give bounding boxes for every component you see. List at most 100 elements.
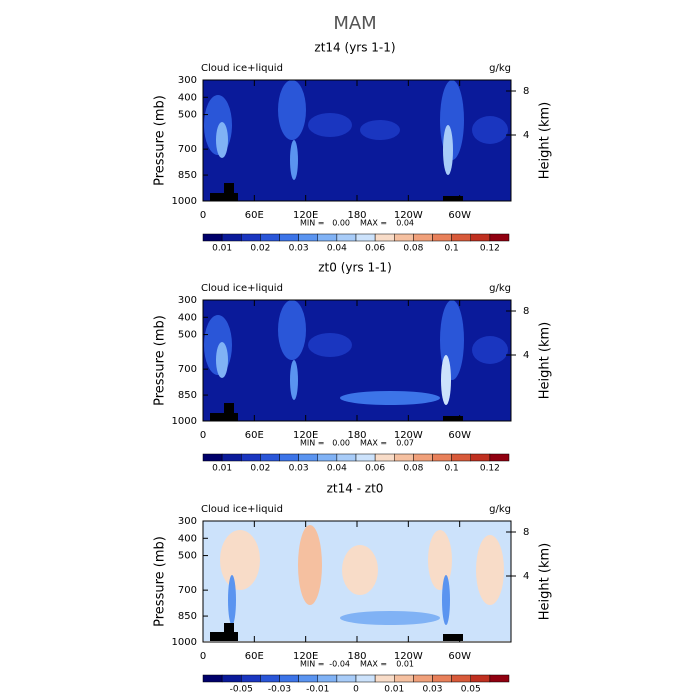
colorbar-label: 0.04 — [327, 464, 347, 474]
y-tick-label: 850 — [178, 170, 197, 181]
colorbar-label: 0.01 — [212, 244, 232, 254]
units-label: g/kg — [489, 504, 511, 515]
y-tick-label: 850 — [178, 611, 197, 622]
panel-title: zt14 (yrs 1-1) — [314, 41, 395, 55]
colorbar-box — [451, 453, 471, 462]
colorbar-box — [413, 233, 433, 242]
colorbar-box — [241, 453, 261, 462]
colorbar-label: 0.12 — [480, 464, 500, 474]
colorbar-box — [451, 674, 471, 683]
y2-axis-title: Height (km) — [538, 102, 553, 179]
colorbar-box — [221, 233, 242, 242]
colorbar-label: 0.03 — [289, 244, 309, 254]
colorbar-box — [279, 453, 299, 462]
y-tick-label: 500 — [178, 330, 197, 341]
variable-label: Cloud ice+liquid — [201, 63, 283, 74]
max-text: MAX = — [360, 219, 387, 228]
colorbar-box — [432, 233, 452, 242]
min-text: MIN = — [300, 439, 325, 448]
y-tick-label: 300 — [178, 75, 197, 86]
y-tick-label: 500 — [178, 110, 197, 121]
y-tick-label: 300 — [178, 295, 197, 306]
x-tick-label: 60E — [245, 210, 264, 221]
x-tick-label: 120E — [293, 651, 318, 662]
colorbar-box — [298, 233, 318, 242]
panel-title: zt0 (yrs 1-1) — [318, 261, 392, 275]
y-axis-title: Pressure (mb) — [153, 536, 168, 627]
colorbar-box — [470, 674, 491, 683]
colorbar-box — [432, 674, 452, 683]
x-tick-label: 120W — [394, 430, 423, 441]
min-value: 0.00 — [332, 219, 350, 228]
colorbar-box — [413, 674, 433, 683]
colorbar-label: -0.03 — [268, 685, 291, 695]
colorbar-box — [451, 233, 471, 242]
colorbar-box — [279, 674, 299, 683]
units-label: g/kg — [489, 63, 511, 74]
max-text: MAX = — [360, 439, 387, 448]
x-tick-label: 120E — [293, 210, 318, 221]
colorbar-box — [374, 674, 395, 683]
field — [203, 300, 511, 421]
colorbar-box — [355, 453, 376, 462]
y2-axis-title: Height (km) — [538, 543, 553, 620]
colorbar-box — [355, 674, 376, 683]
colorbar-box — [317, 453, 338, 462]
panel-title: zt14 - zt0 — [327, 482, 384, 496]
colorbar-box — [432, 453, 452, 462]
min-text: MIN = — [300, 660, 325, 669]
x-tick-label: 60W — [448, 430, 471, 441]
colorbar-box — [241, 674, 261, 683]
y-tick-label: 700 — [178, 364, 197, 375]
colorbar-box — [489, 233, 510, 242]
field — [203, 80, 511, 201]
x-tick-label: 180 — [347, 651, 366, 662]
y-tick-label: 400 — [178, 92, 197, 103]
y-tick-label: 400 — [178, 533, 197, 544]
colorbar-box — [260, 453, 280, 462]
colorbar-box — [241, 233, 261, 242]
colorbar-box — [394, 233, 414, 242]
y-axis-title: Pressure (mb) — [153, 315, 168, 406]
x-tick-label: 120E — [293, 430, 318, 441]
x-tick-label: 180 — [347, 210, 366, 221]
colorbar-box — [202, 453, 223, 462]
x-tick-label: 180 — [347, 430, 366, 441]
colorbar-box — [202, 233, 223, 242]
y2-axis-title: Height (km) — [538, 322, 553, 399]
max-value: 0.04 — [396, 219, 414, 228]
colorbar-box — [394, 674, 414, 683]
colorbar-label: 0 — [353, 685, 359, 695]
colorbar-label: 0.08 — [403, 464, 423, 474]
variable-label: Cloud ice+liquid — [201, 283, 283, 294]
colorbar-label: 0.05 — [461, 685, 481, 695]
x-tick-label: 60W — [448, 651, 471, 662]
y-tick-label: 300 — [178, 516, 197, 527]
units-label: g/kg — [489, 283, 511, 294]
colorbar-box — [260, 233, 280, 242]
colorbar-box — [489, 453, 510, 462]
x-tick-label: 0 — [200, 430, 206, 441]
min-value: -0.04 — [329, 660, 350, 669]
colorbar-box — [374, 453, 395, 462]
colorbar-box — [221, 674, 242, 683]
colorbar-box — [298, 453, 318, 462]
colorbar-box — [260, 674, 280, 683]
max-value: 0.01 — [396, 660, 414, 669]
colorbar-box — [336, 674, 357, 683]
colorbar-label: 0.03 — [422, 685, 442, 695]
x-tick-label: 0 — [200, 210, 206, 221]
y-tick-label: 850 — [178, 390, 197, 401]
x-tick-label: 60E — [245, 430, 264, 441]
y-tick-label: 1000 — [172, 416, 197, 427]
colorbar-box — [489, 674, 510, 683]
x-tick-label: 120W — [394, 210, 423, 221]
colorbar-label: 0.01 — [212, 464, 232, 474]
colorbar-box — [470, 453, 491, 462]
colorbar-box — [298, 674, 318, 683]
y-tick-label: 700 — [178, 585, 197, 596]
colorbar-box — [279, 233, 299, 242]
colorbar-box — [202, 674, 223, 683]
colorbar-box — [394, 453, 414, 462]
